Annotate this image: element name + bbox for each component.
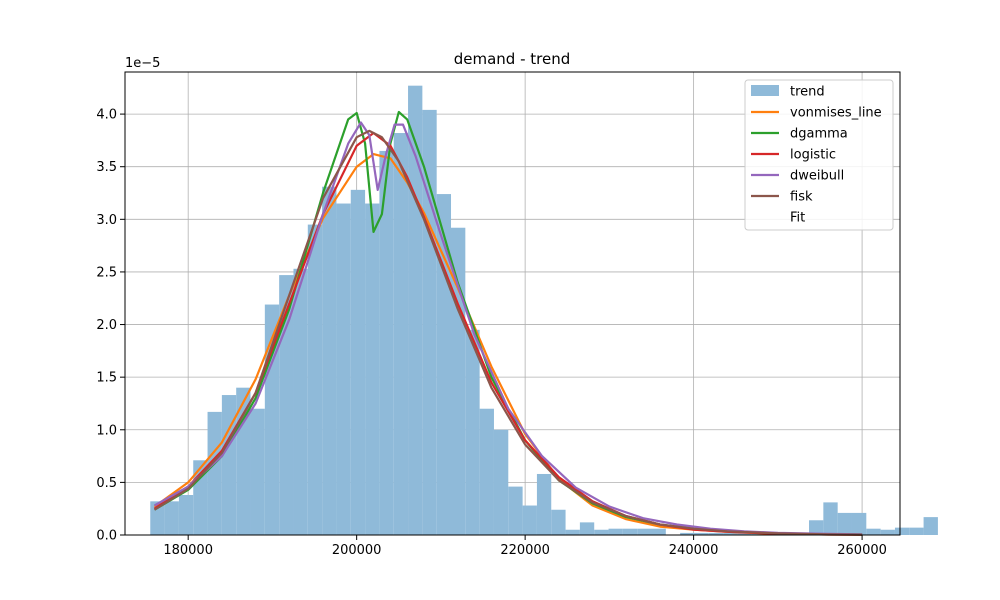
histogram-bar [837, 512, 852, 535]
x-axis: 180000 200000 220000 240000 260000 [163, 535, 887, 558]
fit-lines [153, 110, 863, 536]
histogram-bar [336, 203, 351, 535]
histogram-bar [823, 502, 838, 535]
y-tick-label: 3.5 [96, 160, 117, 175]
histogram-bar [594, 529, 609, 535]
histogram-bar [307, 224, 323, 536]
histogram-bar [880, 529, 895, 535]
histogram-bar [536, 473, 552, 535]
histogram-bar [851, 512, 867, 535]
histogram-bar [608, 528, 623, 535]
legend-label: logistic [790, 148, 836, 163]
legend-label: trend [790, 85, 825, 100]
histogram-bar [909, 527, 924, 535]
histogram-bar [365, 203, 380, 535]
legend-label: vonmises_line [790, 106, 882, 121]
histogram-bar [551, 509, 566, 535]
legend-label: dweibull [790, 169, 844, 184]
histogram-bar [680, 532, 695, 535]
histogram-bar [651, 528, 666, 535]
histogram-bar [207, 411, 222, 535]
histogram-bar [622, 528, 638, 535]
y-tick-label: 0.0 [96, 529, 117, 544]
legend-item: dgamma [751, 127, 848, 142]
x-tick-label: 220000 [500, 543, 550, 558]
legend-box [744, 79, 894, 231]
histogram-bar [150, 501, 165, 535]
histogram-bar [493, 429, 509, 535]
legend-label: fisk [790, 190, 813, 205]
y-tick-label: 1.5 [96, 371, 117, 386]
y-tick-label: 0.5 [96, 476, 117, 491]
legend-item: logistic [751, 148, 836, 163]
histogram-bar [923, 517, 938, 535]
histogram-bar [809, 520, 824, 535]
x-tick-label: 240000 [669, 543, 719, 558]
histogram-bar [866, 528, 881, 535]
histogram-bar [508, 486, 523, 535]
histogram-bar [293, 268, 308, 535]
histogram-bar [479, 408, 494, 535]
histogram-bar [279, 275, 294, 535]
histogram-bars [150, 85, 938, 536]
histogram-bar [694, 532, 709, 535]
histogram-bar [221, 395, 237, 535]
histogram-bar [579, 522, 595, 535]
histogram-bar [894, 527, 910, 535]
histogram-bar [422, 109, 437, 535]
legend-item: trend [751, 85, 825, 100]
y-tick-label: 1.0 [96, 423, 117, 438]
legend-label: Fit [790, 211, 805, 226]
histogram-bar [723, 532, 738, 535]
histogram-bar [350, 189, 366, 535]
legend-item: fisk [751, 190, 813, 205]
legend-swatch [751, 85, 779, 96]
y-tick-label: 4.0 [96, 108, 117, 123]
series-line-fisk [153, 129, 863, 536]
histogram-bar [178, 495, 194, 535]
y-tick-label: 3.0 [96, 213, 117, 228]
y-tick-label: 2.0 [96, 318, 117, 333]
histogram-bar [393, 133, 409, 536]
histogram-bar [250, 408, 265, 535]
legend-item: vonmises_line [751, 106, 882, 121]
histogram-bar [164, 501, 179, 535]
histogram-bar [708, 532, 724, 535]
histogram-bar [522, 505, 537, 535]
histogram-bar [322, 186, 337, 535]
x-tick-label: 260000 [837, 543, 887, 558]
histogram-bar [451, 227, 466, 535]
histogram-bar [637, 528, 652, 535]
histogram-bar [408, 85, 423, 536]
legend-label: dgamma [790, 127, 848, 142]
y-tick-label: 2.5 [96, 265, 117, 280]
axes-frame [124, 71, 901, 536]
y-axis: 0.0 0.5 1.0 1.5 2.0 2.5 3.0 3.5 4.0 [96, 108, 125, 544]
histogram-bar [465, 329, 480, 535]
legend-item: dweibull [751, 169, 844, 184]
histogram-bar [379, 150, 394, 535]
legend-item: Fit [790, 211, 805, 226]
x-tick-label: 200000 [332, 543, 382, 558]
histogram-bar [737, 532, 752, 535]
y-offset-label: 1e−5 [125, 56, 160, 71]
chart-title: demand - trend [454, 50, 571, 68]
histogram-bar [565, 529, 580, 535]
x-tick-label: 180000 [163, 543, 213, 558]
series-line-dweibull [153, 121, 863, 536]
